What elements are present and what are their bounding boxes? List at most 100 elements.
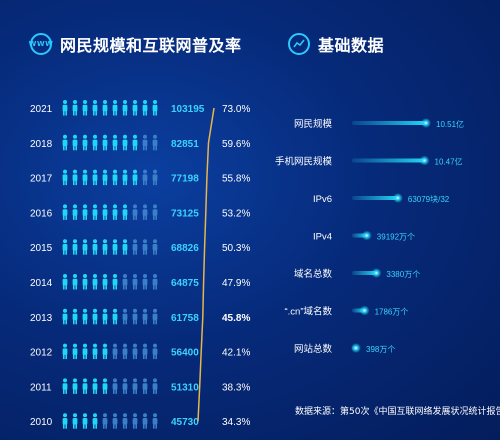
penetration-label: 55.8%	[222, 174, 250, 185]
person-icon	[62, 204, 68, 220]
stat-value-label: 39192万个	[377, 233, 415, 242]
user-count-label: 51310	[171, 382, 199, 393]
person-icon	[82, 308, 88, 325]
stat-value-label: 1786万个	[375, 308, 409, 317]
left-panel-title: WWW 网民规模和互联网普及率	[29, 32, 242, 56]
person-icon	[82, 343, 88, 360]
year-label: 2021	[30, 104, 53, 115]
person-icon	[102, 239, 108, 255]
person-icon	[152, 308, 158, 325]
penetration-label: 59.6%	[222, 139, 250, 150]
person-icon	[102, 378, 108, 394]
year-label: 2016	[30, 208, 53, 219]
stat-category-label: 手机网民规模	[275, 156, 333, 168]
user-count-label: 73125	[171, 208, 199, 219]
year-label: 2017	[30, 174, 53, 185]
person-icon	[72, 378, 78, 394]
trend-line-icon	[288, 33, 310, 55]
stat-value-label: 398万个	[366, 345, 395, 354]
stat-bar-endpoint	[359, 305, 370, 316]
user-count-label: 45730	[171, 417, 199, 428]
person-icon	[72, 204, 78, 220]
person-icon	[122, 134, 128, 151]
person-icon	[72, 343, 78, 360]
person-icon	[122, 100, 128, 116]
person-icon	[152, 204, 158, 220]
person-icon	[62, 169, 68, 186]
person-icon	[132, 343, 138, 360]
stat-category-label: 网民规模	[294, 118, 333, 130]
penetration-label: 73.0%	[222, 104, 250, 115]
person-icon	[62, 134, 68, 151]
person-icon	[92, 100, 98, 116]
person-icon	[142, 134, 148, 151]
stat-bar-endpoint	[361, 230, 372, 241]
person-icon	[142, 239, 148, 255]
stat-bar-endpoint	[392, 193, 403, 203]
person-icon	[72, 134, 78, 151]
person-icon	[112, 169, 118, 186]
user-count-label: 82851	[171, 139, 199, 150]
person-icon	[132, 308, 138, 325]
person-icon	[72, 100, 78, 116]
person-icon	[92, 343, 98, 360]
person-icon	[152, 100, 158, 116]
person-icon	[112, 274, 118, 290]
person-icon	[102, 100, 108, 116]
person-icon	[132, 134, 138, 151]
year-label: 2015	[30, 243, 53, 254]
person-icon	[92, 134, 98, 151]
person-icon	[122, 204, 128, 220]
person-icon	[152, 274, 158, 290]
person-icon	[102, 308, 108, 325]
person-icon	[72, 308, 78, 325]
person-icon	[142, 308, 148, 325]
person-icon	[152, 378, 158, 394]
person-icon	[62, 239, 68, 255]
person-icon	[82, 134, 88, 151]
person-icon	[152, 239, 158, 255]
person-icon	[92, 169, 98, 186]
person-icon	[62, 413, 68, 429]
person-icon	[132, 204, 138, 220]
person-icon	[62, 343, 68, 360]
person-icon	[92, 239, 98, 255]
internet-users-pictogram-chart: 2021 103195 73.0% 2018 82851 59.6% 2017 77198 55…	[30, 100, 250, 429]
person-icon	[152, 134, 158, 151]
www-icon: WWW	[29, 33, 53, 55]
person-icon	[62, 308, 68, 325]
person-icon	[102, 343, 108, 360]
person-icon	[112, 134, 118, 151]
right-panel-title-text: 基础数据	[318, 36, 385, 55]
penetration-line	[197, 107, 215, 422]
person-icon	[82, 413, 88, 429]
penetration-label: 34.3%	[222, 417, 250, 428]
person-icon	[82, 100, 88, 116]
person-icon	[132, 413, 138, 429]
left-panel-title-text: 网民规模和互联网普及率	[60, 36, 242, 55]
stat-bar	[352, 121, 426, 125]
person-icon	[102, 274, 108, 290]
person-icon	[112, 378, 118, 394]
user-count-label: 77198	[171, 174, 199, 185]
person-icon	[82, 239, 88, 255]
person-icon	[132, 239, 138, 255]
penetration-label: 47.9%	[222, 278, 250, 289]
penetration-label: 45.8%	[222, 313, 250, 324]
person-icon	[102, 169, 108, 186]
person-icon	[152, 413, 158, 429]
person-icon	[152, 169, 158, 186]
stat-value-label: 10.47亿	[435, 157, 463, 167]
person-icon	[72, 239, 78, 255]
right-panel-title: 基础数据	[288, 32, 384, 56]
person-icon	[142, 343, 148, 360]
person-icon	[142, 378, 148, 394]
person-icon	[92, 413, 98, 429]
stat-category-label: IPv4	[313, 232, 332, 243]
year-label: 2010	[30, 417, 53, 428]
penetration-label: 42.1%	[222, 348, 250, 359]
person-icon	[92, 308, 98, 325]
year-label: 2011	[30, 382, 52, 393]
person-icon	[92, 274, 98, 290]
user-count-label: 61758	[171, 313, 199, 324]
